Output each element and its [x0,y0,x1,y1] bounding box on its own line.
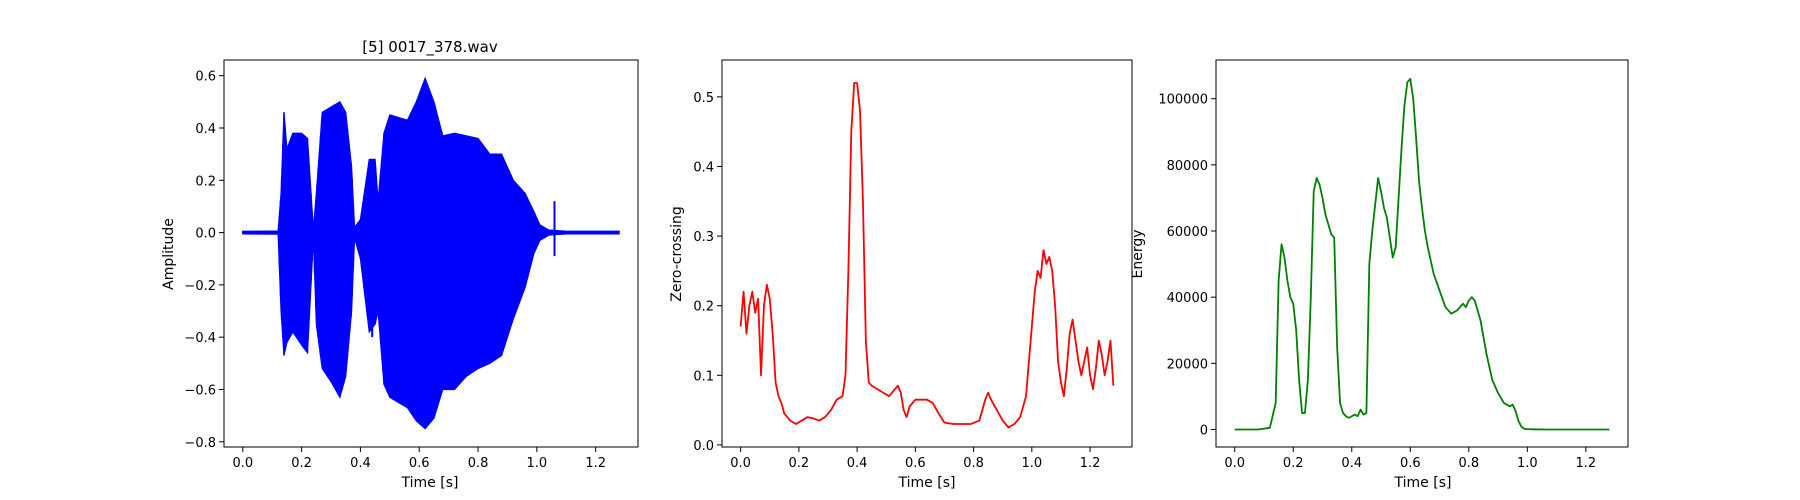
waveform-y-tick-label: −0.4 [184,331,216,346]
waveform-x-tick-label: 1.2 [585,456,606,471]
zero-crossing-x-label: Time [s] [898,475,956,491]
waveform-x-tick-label: 0.6 [409,456,430,471]
zero-crossing-y-tick-label: 0.3 [693,230,714,245]
zero-crossing-y-tick-label: 0.2 [693,300,714,315]
zero-crossing-x-tick-label: 0.2 [789,456,810,471]
energy-y-tick-label: 60000 [1167,225,1208,240]
energy-x-tick-label: 0.0 [1224,456,1245,471]
energy-x-tick-label: 0.8 [1458,456,1479,471]
energy-x-tick-label: 0.4 [1341,456,1362,471]
zero-crossing-y-tick-label: 0.0 [693,439,714,454]
waveform-y-tick-label: 0.6 [195,70,216,85]
zero-crossing-x-tick-label: 0.4 [847,456,868,471]
waveform-y-tick-label: 0.4 [195,122,216,137]
energy-x-tick-label: 0.2 [1283,456,1304,471]
zero-crossing-y-label: Zero-crossing [669,206,685,301]
zero-crossing-plot: Time [s] Zero-crossing 0.0 0.2 0.4 0.6 0.8 1.… [669,59,1133,491]
energy-axes-frame [1215,59,1629,448]
zero-crossing-y-tick-label: 0.1 [693,369,714,384]
waveform-plot: [5] 0017_378.wav Time [s] Amplitude 0.0 0… [161,38,639,491]
waveform-y-tick-label: −0.2 [184,279,216,294]
energy-y-tick-label: 20000 [1167,357,1208,372]
waveform-axes-frame [223,59,639,448]
waveform-y-tick-label: −0.8 [184,436,216,451]
energy-plot: Time [s] Energy 0.0 0.2 0.4 0.6 0.8 1.0 1.2 0 20… [1130,59,1629,491]
waveform-x-tick-label: 0.0 [232,456,253,471]
zero-crossing-x-tick-label: 0.8 [963,456,984,471]
waveform-oscillation [242,78,619,429]
zero-crossing-x-tick-label: 1.2 [1080,456,1101,471]
zero-crossing-y-tick-label: 0.4 [693,160,714,175]
zero-crossing-y-tick-label: 0.5 [693,91,714,106]
waveform-y-tick-label: −0.6 [184,383,216,398]
zero-crossing-axes-frame [721,59,1133,448]
waveform-x-tick-label: 1.0 [527,456,548,471]
energy-y-tick-label: 0 [1200,423,1208,438]
energy-y-tick-label: 100000 [1158,93,1208,108]
energy-x-label: Time [s] [1394,475,1452,491]
energy-y-label: Energy [1130,229,1146,278]
zero-crossing-series-line [739,82,1115,429]
waveform-y-tick-label: 0.0 [195,227,216,242]
zero-crossing-x-tick-label: 0.6 [905,456,926,471]
energy-y-tick-label: 80000 [1167,159,1208,174]
waveform-title: [5] 0017_378.wav [362,38,498,57]
energy-x-tick-label: 0.6 [1400,456,1421,471]
energy-series-line [1234,77,1610,431]
zero-crossing-x-tick-label: 1.0 [1021,456,1042,471]
waveform-x-tick-label: 0.2 [291,456,312,471]
waveform-x-label: Time [s] [401,475,459,491]
waveform-x-tick-label: 0.4 [350,456,371,471]
waveform-y-tick-label: 0.2 [195,174,216,189]
waveform-x-tick-label: 0.8 [468,456,489,471]
energy-x-tick-label: 1.0 [1517,456,1538,471]
energy-y-tick-label: 40000 [1167,291,1208,306]
waveform-y-label: Amplitude [161,218,177,290]
zero-crossing-x-tick-label: 0.0 [730,456,751,471]
energy-x-tick-label: 1.2 [1576,456,1597,471]
